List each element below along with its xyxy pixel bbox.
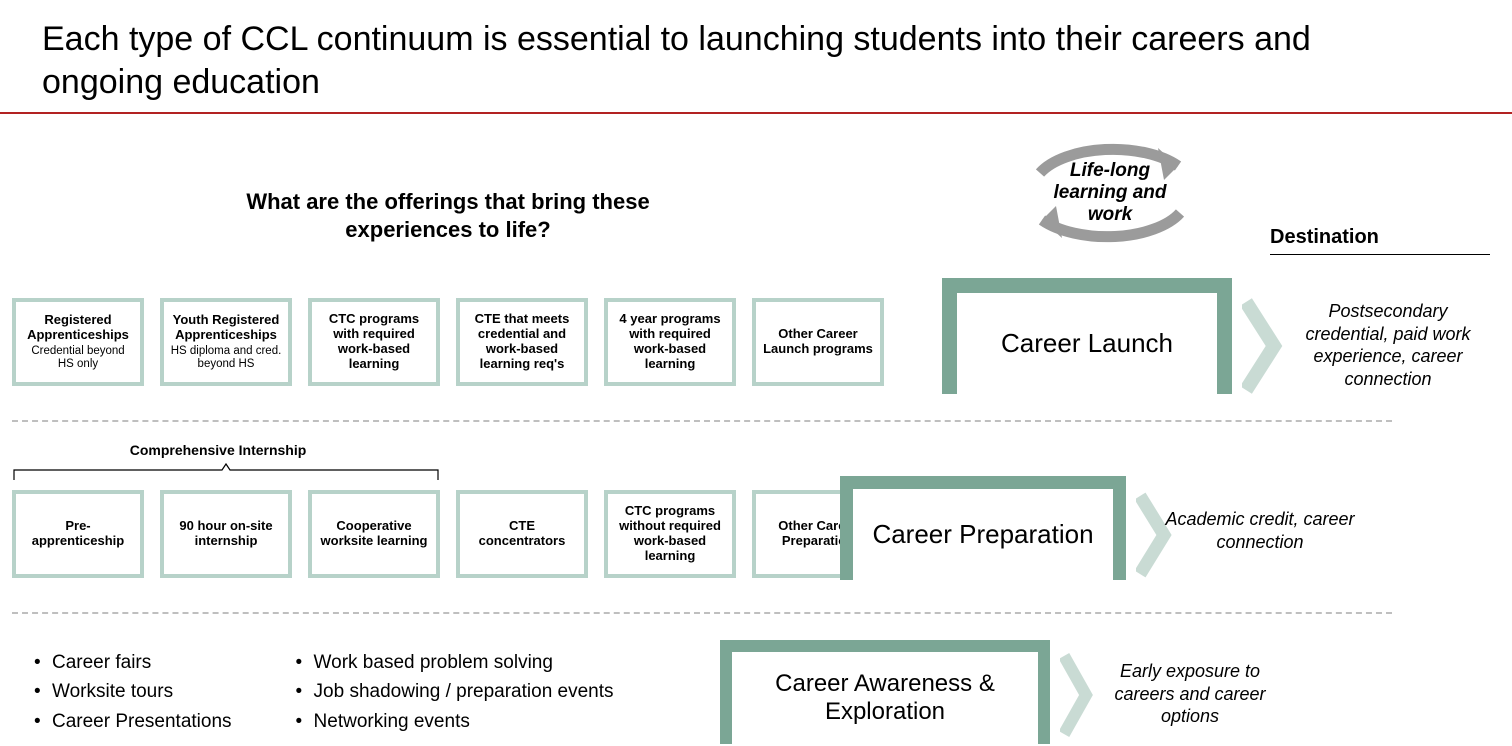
awareness-bullets-left: Career fairsWorksite toursCareer Present…	[30, 648, 232, 736]
offering-title: Registered Apprenticeships	[22, 313, 134, 343]
offering-box: CTC programs without required work-based…	[604, 490, 736, 578]
awareness-bullets: Career fairsWorksite toursCareer Present…	[30, 648, 614, 736]
offering-title: CTE concentrators	[466, 519, 578, 549]
offering-box: Cooperative worksite learning	[308, 490, 440, 578]
offerings-question: What are the offerings that bring these …	[238, 188, 658, 243]
bullet-item: Work based problem solving	[292, 648, 614, 677]
bullet-item: Networking events	[292, 707, 614, 736]
destination-rule	[1270, 254, 1490, 255]
prep-destination-text: Academic credit, career connection	[1160, 508, 1360, 553]
offering-box: CTC programs with required work-based le…	[308, 298, 440, 386]
offering-box: CTE that meets credential and work-based…	[456, 298, 588, 386]
offering-title: Other Career Launch programs	[762, 327, 874, 357]
bullet-item: Job shadowing / preparation events	[292, 677, 614, 706]
comprehensive-internship-label: Comprehensive Internship	[78, 442, 358, 458]
destination-heading: Destination	[1270, 226, 1379, 249]
career-launch-stage: Career Launch	[942, 278, 1232, 394]
chevron-icon	[1242, 298, 1286, 394]
offering-title: Youth Registered Apprenticeships	[170, 313, 282, 343]
offering-box: 90 hour on-site internship	[160, 490, 292, 578]
slide-title: Each type of CCL continuum is essential …	[42, 18, 1402, 103]
aware-destination-text: Early exposure to careers and career opt…	[1090, 660, 1290, 728]
comprehensive-internship-bracket-icon	[12, 462, 440, 480]
offering-title: Cooperative worksite learning	[318, 519, 430, 549]
career-awareness-stage: Career Awareness & Exploration	[720, 640, 1050, 744]
offering-box: CTE concentrators	[456, 490, 588, 578]
offering-title: CTC programs with required work-based le…	[318, 312, 430, 372]
bullet-item: Career fairs	[30, 648, 232, 677]
cycle-arrows: Life-long learning and work	[980, 128, 1240, 258]
offering-box: 4 year programs with required work-based…	[604, 298, 736, 386]
offering-title: CTE that meets credential and work-based…	[466, 312, 578, 372]
offering-title: CTC programs without required work-based…	[614, 504, 726, 564]
offering-title: Pre-apprenticeship	[22, 519, 134, 549]
offering-box: Youth Registered ApprenticeshipsHS diplo…	[160, 298, 292, 386]
slide: Each type of CCL continuum is essential …	[0, 0, 1512, 746]
offering-box: Registered ApprenticeshipsCredential bey…	[12, 298, 144, 386]
career-preparation-stage: Career Preparation	[840, 476, 1126, 580]
title-rule	[0, 112, 1512, 114]
awareness-bullets-right: Work based problem solvingJob shadowing …	[292, 648, 614, 736]
launch-offerings-row: Registered ApprenticeshipsCredential bey…	[12, 298, 884, 386]
offering-title: 90 hour on-site internship	[170, 519, 282, 549]
offering-subtitle: Credential beyond HS only	[22, 345, 134, 371]
launch-destination-text: Postsecondary credential, paid work expe…	[1288, 300, 1488, 390]
offering-box: Other Career Launch programs	[752, 298, 884, 386]
cycle-label: Life-long learning and work	[1045, 160, 1175, 226]
divider-2	[12, 612, 1392, 614]
offering-subtitle: HS diploma and cred. beyond HS	[170, 345, 282, 371]
offering-box: Pre-apprenticeship	[12, 490, 144, 578]
divider-1	[12, 420, 1392, 422]
bullet-item: Career Presentations	[30, 707, 232, 736]
prep-offerings-row: Pre-apprenticeship 90 hour on-site intern…	[12, 490, 884, 578]
offering-title: 4 year programs with required work-based…	[614, 312, 726, 372]
bullet-item: Worksite tours	[30, 677, 232, 706]
